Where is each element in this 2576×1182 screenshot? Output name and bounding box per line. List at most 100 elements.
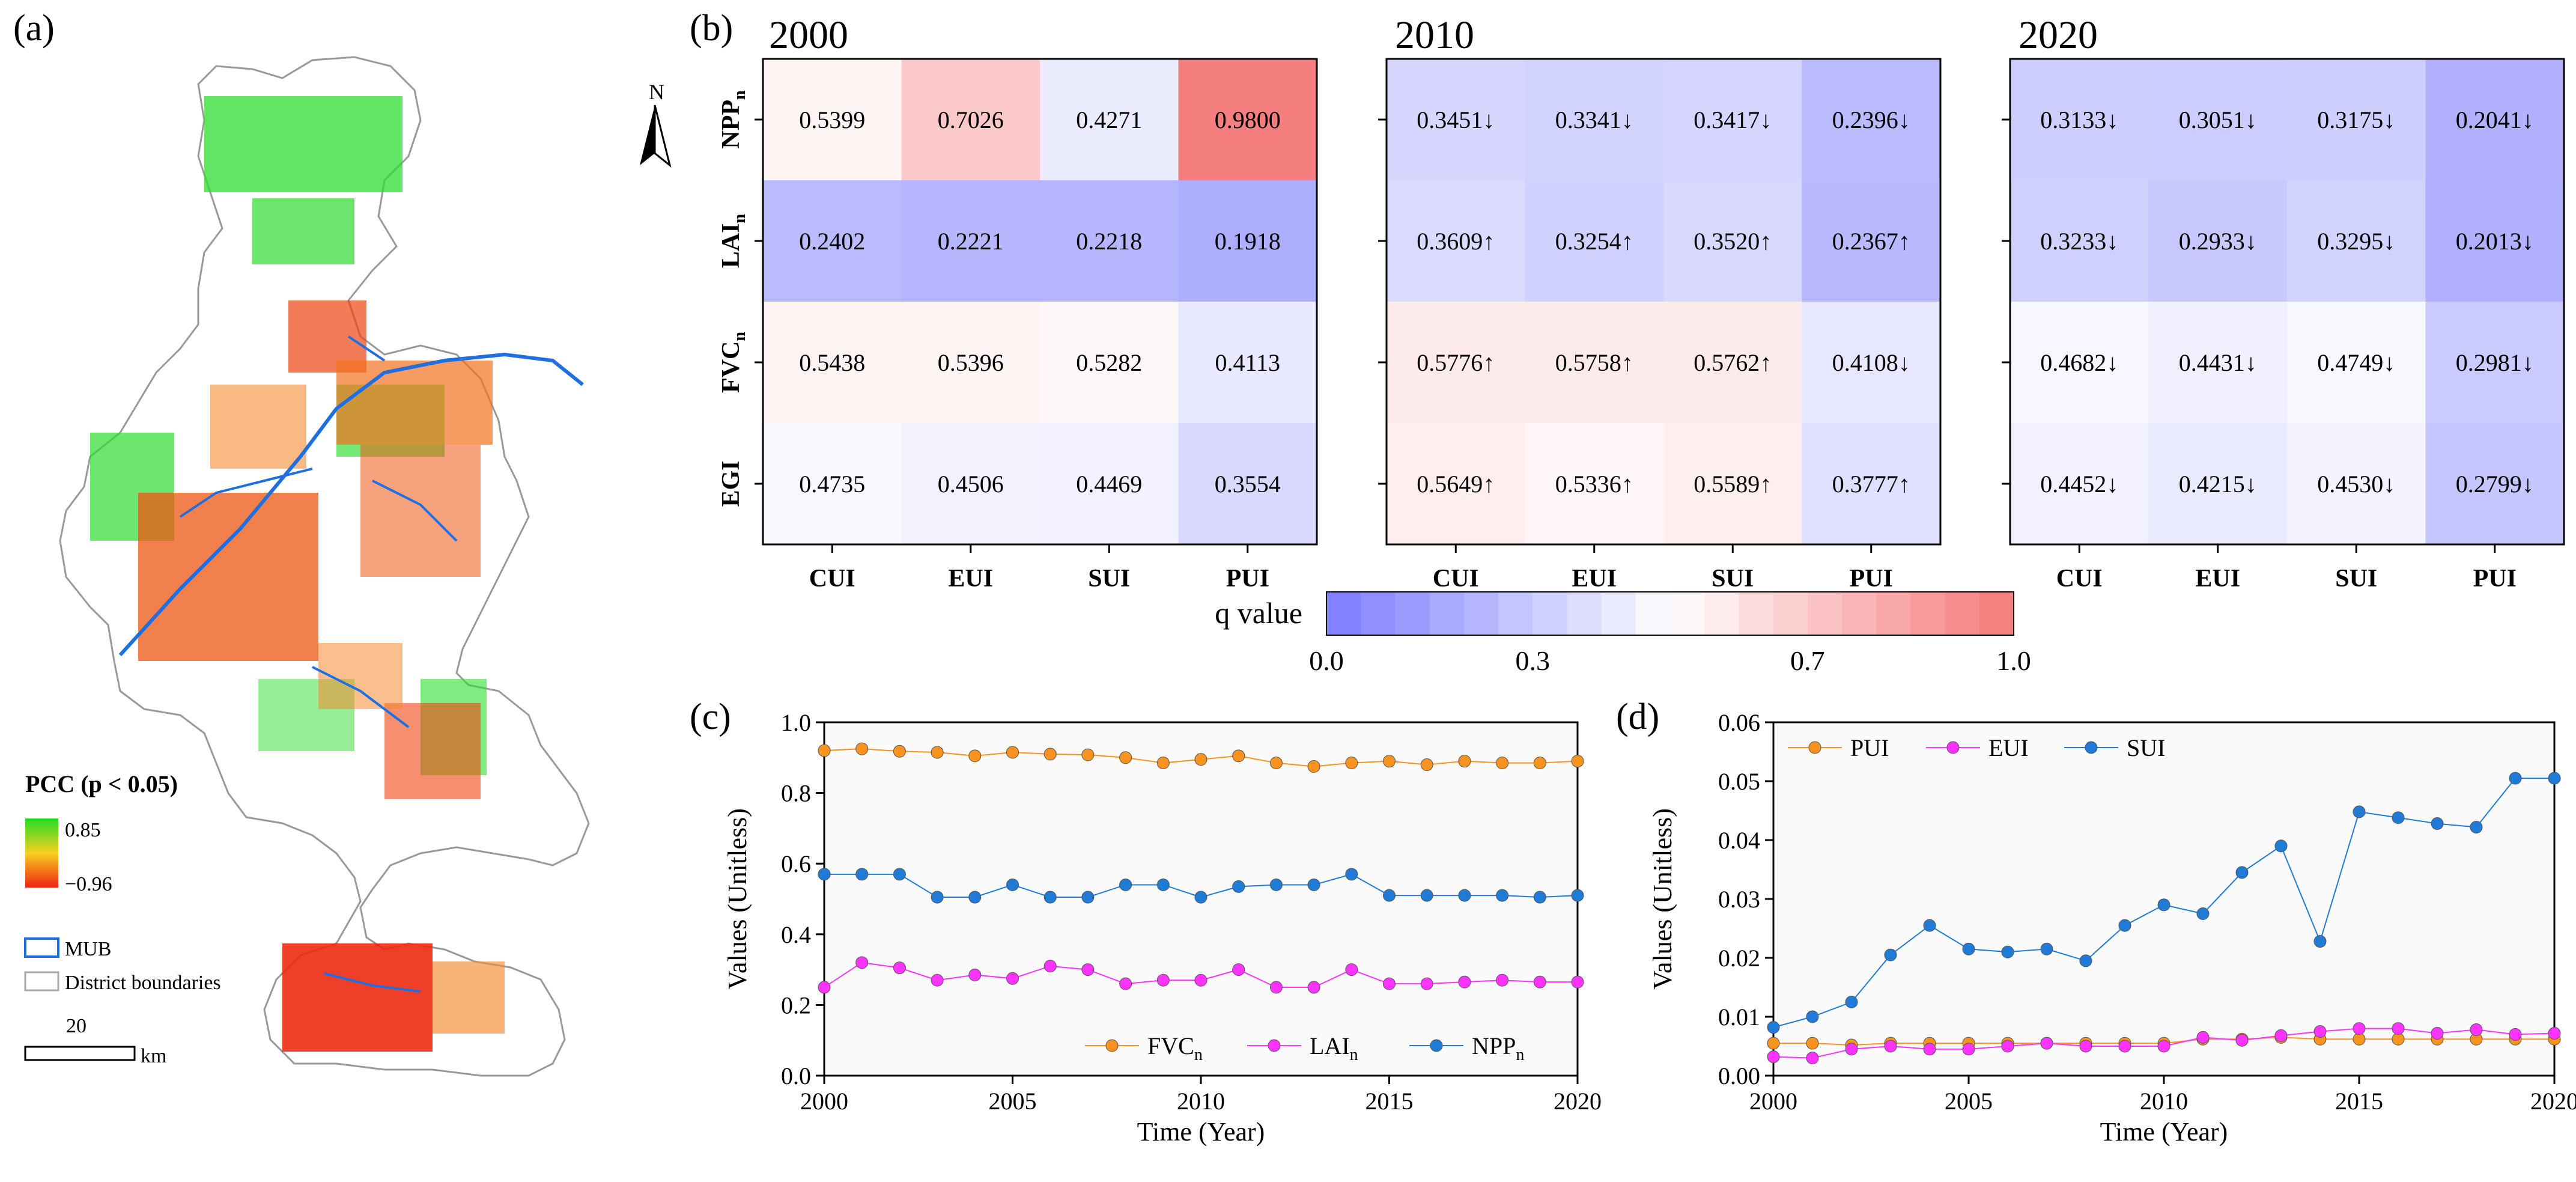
data-point bbox=[2353, 1022, 2366, 1035]
heatmap-col-label: EUI bbox=[2195, 565, 2240, 593]
data-point bbox=[1006, 746, 1019, 759]
heatmap-col-label: SUI bbox=[2335, 565, 2377, 593]
data-point bbox=[2079, 954, 2092, 967]
heatmap-cell bbox=[763, 423, 902, 544]
heatmap-cell-value: 0.2221 bbox=[938, 228, 1004, 255]
y-tick-label: 1.0 bbox=[781, 709, 811, 736]
heatmap-row-label: FVCn bbox=[717, 332, 749, 393]
data-point bbox=[1232, 963, 1245, 976]
heatmap-cell-value: 0.3609↑ bbox=[1417, 228, 1495, 255]
heatmap-cell bbox=[763, 302, 902, 423]
heatmap-cell bbox=[1802, 180, 1940, 302]
heatmap-col-label: CUI bbox=[809, 565, 855, 593]
data-point bbox=[1845, 996, 1858, 1008]
colorbar-frame bbox=[1326, 591, 2014, 636]
heatmap-cell bbox=[1663, 180, 1802, 302]
x-axis-label: Time (Year) bbox=[1137, 1117, 1265, 1147]
data-point bbox=[1884, 1040, 1897, 1053]
colorbar-step bbox=[1945, 592, 1980, 635]
data-point bbox=[893, 961, 906, 975]
x-axis-label: Time (Year) bbox=[2100, 1117, 2228, 1147]
data-point bbox=[1269, 981, 1283, 994]
heatmap-cell bbox=[2425, 59, 2564, 180]
legend-label: NPPn bbox=[1472, 1032, 1524, 1064]
heatmap-cell bbox=[763, 59, 902, 180]
heatmap-cell-value: 0.5758↑ bbox=[1555, 349, 1633, 376]
heatmap-year-title: 2020 bbox=[2019, 13, 2098, 57]
data-point bbox=[2274, 1029, 2288, 1042]
pcc-legend-max: 0.85 bbox=[65, 819, 101, 841]
y-tick-label: 0.6 bbox=[781, 850, 811, 877]
heatmap-cell bbox=[2148, 59, 2287, 180]
heatmap-cell bbox=[1663, 302, 1802, 423]
data-point bbox=[1156, 757, 1170, 770]
heatmap-cell bbox=[2010, 59, 2149, 180]
y-tick-label: 0.8 bbox=[781, 780, 811, 807]
heatmap-cell-value: 0.3777↑ bbox=[1832, 471, 1910, 498]
data-point bbox=[2431, 1026, 2444, 1040]
data-point bbox=[1533, 757, 1546, 770]
legend-marker bbox=[1105, 1039, 1119, 1052]
heatmap-cell bbox=[1040, 423, 1179, 544]
heatmap-cell-value: 0.2933↓ bbox=[2179, 228, 2257, 255]
data-point bbox=[1043, 960, 1057, 973]
heatmap-row-label: EGI bbox=[717, 460, 745, 507]
colorbar-step bbox=[1567, 592, 1602, 635]
heatmap-cell-value: 0.2396↓ bbox=[1832, 106, 1910, 133]
colorbar-step bbox=[1498, 592, 1533, 635]
legend-label: LAIn bbox=[1310, 1032, 1358, 1064]
heatmap-cell-value: 0.3520↑ bbox=[1694, 228, 1772, 255]
data-point bbox=[2235, 1034, 2249, 1047]
data-point bbox=[2196, 1031, 2210, 1044]
data-point bbox=[1081, 748, 1095, 761]
heatmap-cell bbox=[1040, 180, 1179, 302]
heatmap-row-label: NPPn bbox=[717, 90, 749, 149]
heatmap-cell bbox=[2287, 302, 2426, 423]
mub-legend-label: MUB bbox=[65, 938, 111, 960]
data-point bbox=[855, 956, 869, 969]
data-point bbox=[1571, 889, 1584, 902]
district-legend-label: District boundaries bbox=[65, 972, 221, 994]
north-arrow-icon bbox=[640, 105, 672, 168]
colorbar-step bbox=[1533, 592, 1567, 635]
heatmap-cell bbox=[2148, 423, 2287, 544]
colorbar-step bbox=[1326, 592, 1361, 635]
district-map: N PCC (p < 0.05) 0.85 −0.96 MUB District… bbox=[24, 56, 672, 1077]
data-point bbox=[2548, 772, 2561, 785]
y-tick-label: 0.2 bbox=[781, 992, 811, 1019]
y-axis-label: Values (Unitless) bbox=[1648, 808, 1677, 990]
heatmap-cell bbox=[2010, 423, 2149, 544]
heatmap-cell bbox=[1387, 302, 1525, 423]
data-point bbox=[893, 745, 906, 758]
heatmap-cell bbox=[1525, 180, 1663, 302]
heatmap-cell bbox=[1040, 302, 1179, 423]
heatmap-2000: 2000 0.5399 0.7026 0.4271 0.9800 0.2402 0.2221… bbox=[717, 13, 1318, 593]
heatmap-cell bbox=[2287, 59, 2426, 180]
data-point bbox=[2509, 1028, 2522, 1041]
heatmap-cell bbox=[1040, 59, 1179, 180]
heatmap-frame bbox=[2009, 58, 2565, 546]
data-point bbox=[855, 742, 869, 755]
heatmap-cell bbox=[1525, 423, 1663, 544]
data-point bbox=[931, 891, 944, 904]
heatmap-cell bbox=[763, 180, 902, 302]
heatmap-cell bbox=[2148, 180, 2287, 302]
heatmap-cell bbox=[2425, 302, 2564, 423]
data-point bbox=[1194, 973, 1208, 987]
data-point bbox=[1345, 868, 1358, 881]
data-point bbox=[1496, 973, 1509, 987]
data-point bbox=[1884, 948, 1897, 961]
heatmap-cell bbox=[2425, 180, 2564, 302]
district-legend-swatch bbox=[24, 971, 59, 992]
data-point bbox=[1806, 1052, 1819, 1065]
data-point bbox=[1119, 878, 1132, 891]
study-area-outline bbox=[59, 56, 590, 1077]
data-point bbox=[2118, 1040, 2131, 1053]
legend-marker bbox=[1946, 741, 1960, 754]
data-point bbox=[2001, 945, 2014, 958]
data-point bbox=[818, 744, 831, 757]
data-point bbox=[1420, 977, 1433, 990]
mub-network bbox=[179, 335, 458, 993]
data-point bbox=[2157, 1040, 2170, 1053]
heatmap-col-label: CUI bbox=[1433, 565, 1479, 593]
